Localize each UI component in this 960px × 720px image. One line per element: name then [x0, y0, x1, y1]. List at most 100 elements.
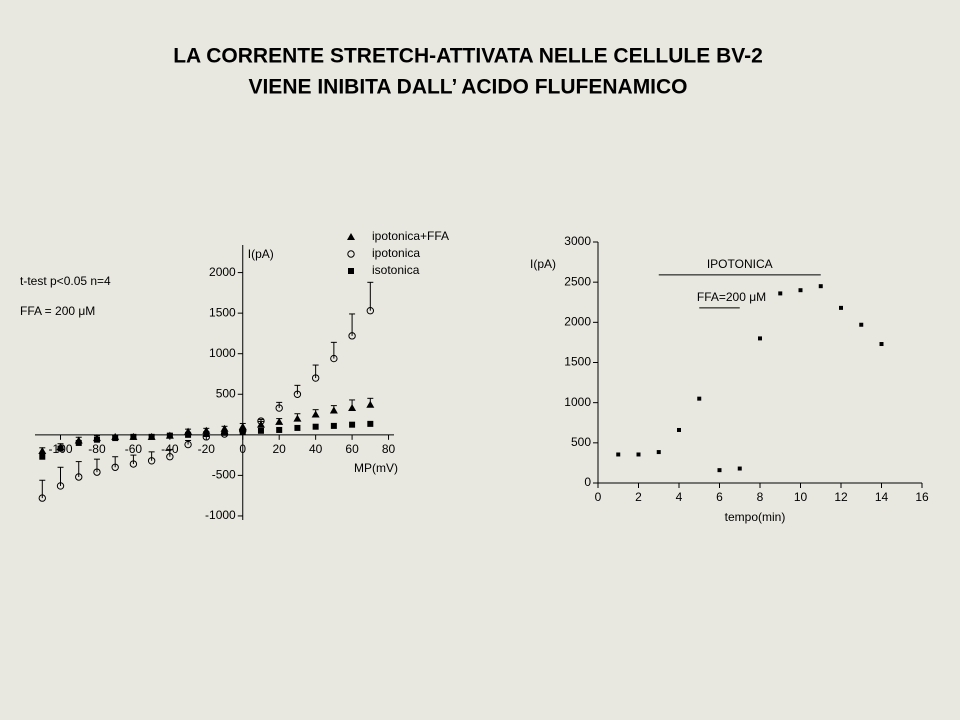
x-tick-label: 10	[794, 490, 808, 504]
x-tick-label: 12	[834, 490, 848, 504]
marker	[93, 436, 100, 443]
marker	[166, 453, 174, 461]
y-tick-label: 1500	[209, 305, 236, 319]
marker	[129, 460, 138, 468]
marker	[39, 453, 46, 460]
y-tick-label: -1000	[205, 508, 236, 522]
marker	[112, 435, 119, 442]
marker	[348, 404, 357, 412]
x-tick-label: 14	[875, 490, 889, 504]
marker	[330, 354, 338, 363]
x-tick-label: 20	[273, 442, 287, 456]
x-tick-label: 60	[345, 442, 359, 456]
y-axis-label: I(pA)	[530, 257, 556, 271]
marker	[859, 322, 864, 327]
marker	[257, 427, 264, 434]
marker	[329, 406, 338, 414]
marker	[330, 422, 337, 429]
marker	[221, 429, 228, 436]
annotation: t-test p<0.05 n=4	[20, 274, 111, 288]
y-tick-label: 1500	[564, 355, 591, 369]
marker	[717, 468, 722, 473]
marker	[184, 440, 192, 449]
marker	[758, 336, 762, 341]
marker	[818, 284, 823, 289]
marker	[348, 332, 356, 340]
x-tick-label: -80	[88, 442, 106, 456]
marker	[616, 452, 621, 457]
marker	[293, 414, 302, 422]
marker	[257, 417, 265, 425]
marker	[798, 288, 803, 293]
marker	[147, 457, 156, 465]
marker	[294, 424, 301, 431]
marker	[778, 291, 783, 296]
title-line: VIENE INIBITA DALL’ ACIDO FLUFENAMICO	[248, 76, 687, 99]
y-tick-label: 1000	[209, 346, 236, 360]
annotation: FFA = 200 μM	[20, 304, 95, 318]
y-tick-label: 0	[584, 475, 591, 489]
marker	[93, 468, 101, 476]
marker	[166, 432, 173, 439]
marker	[56, 482, 65, 490]
y-axis-label: I(pA)	[248, 247, 274, 261]
x-tick-label: 40	[309, 442, 323, 456]
marker	[348, 268, 354, 274]
x-tick-label: 80	[382, 442, 396, 456]
marker	[677, 427, 681, 432]
marker	[75, 473, 83, 481]
marker	[636, 452, 641, 457]
marker	[38, 447, 47, 455]
marker	[697, 396, 702, 401]
marker	[347, 233, 355, 240]
marker	[75, 439, 82, 446]
marker	[111, 463, 119, 471]
marker	[366, 307, 375, 315]
y-tick-label: 3000	[564, 234, 591, 248]
marker	[879, 342, 884, 347]
legend-label: ipotonica	[372, 246, 420, 260]
span-label: IPOTONICA	[707, 257, 773, 271]
x-tick-label: 8	[757, 490, 764, 504]
legend-label: ipotonica+FFA	[372, 229, 449, 243]
title-line: LA CORRENTE STRETCH-ATTIVATA NELLE CELLU…	[173, 45, 763, 68]
x-tick-label: 0	[595, 490, 602, 504]
x-axis-label: tempo(min)	[725, 510, 786, 524]
x-tick-label: 16	[915, 490, 929, 504]
x-tick-label: 2	[635, 490, 642, 504]
y-tick-label: 2000	[209, 265, 236, 279]
x-tick-label: -20	[198, 442, 216, 456]
y-tick-label: 500	[216, 386, 236, 400]
y-tick-label: 2500	[564, 274, 591, 288]
marker	[656, 450, 661, 455]
marker	[57, 445, 64, 452]
marker	[275, 404, 283, 412]
marker	[148, 433, 155, 440]
marker	[737, 466, 742, 471]
marker	[203, 431, 210, 438]
marker	[312, 423, 319, 430]
marker	[347, 250, 355, 258]
marker	[130, 433, 137, 440]
x-tick-label: -60	[125, 442, 143, 456]
x-tick-label: 4	[676, 490, 683, 504]
x-tick-label: 6	[716, 490, 723, 504]
marker	[38, 494, 46, 502]
marker	[366, 400, 375, 408]
span-label: FFA=200 μM	[697, 290, 766, 304]
y-tick-label: 500	[571, 435, 591, 449]
marker	[293, 390, 302, 398]
marker	[311, 410, 320, 418]
marker	[367, 420, 374, 427]
x-tick-label: 0	[239, 442, 246, 456]
marker	[349, 421, 356, 428]
y-tick-label: 1000	[564, 395, 591, 409]
marker	[239, 428, 246, 435]
marker	[276, 426, 283, 433]
marker	[275, 417, 284, 425]
marker	[311, 374, 320, 382]
y-tick-label: 2000	[564, 315, 591, 329]
x-axis-label: MP(mV)	[354, 461, 398, 475]
